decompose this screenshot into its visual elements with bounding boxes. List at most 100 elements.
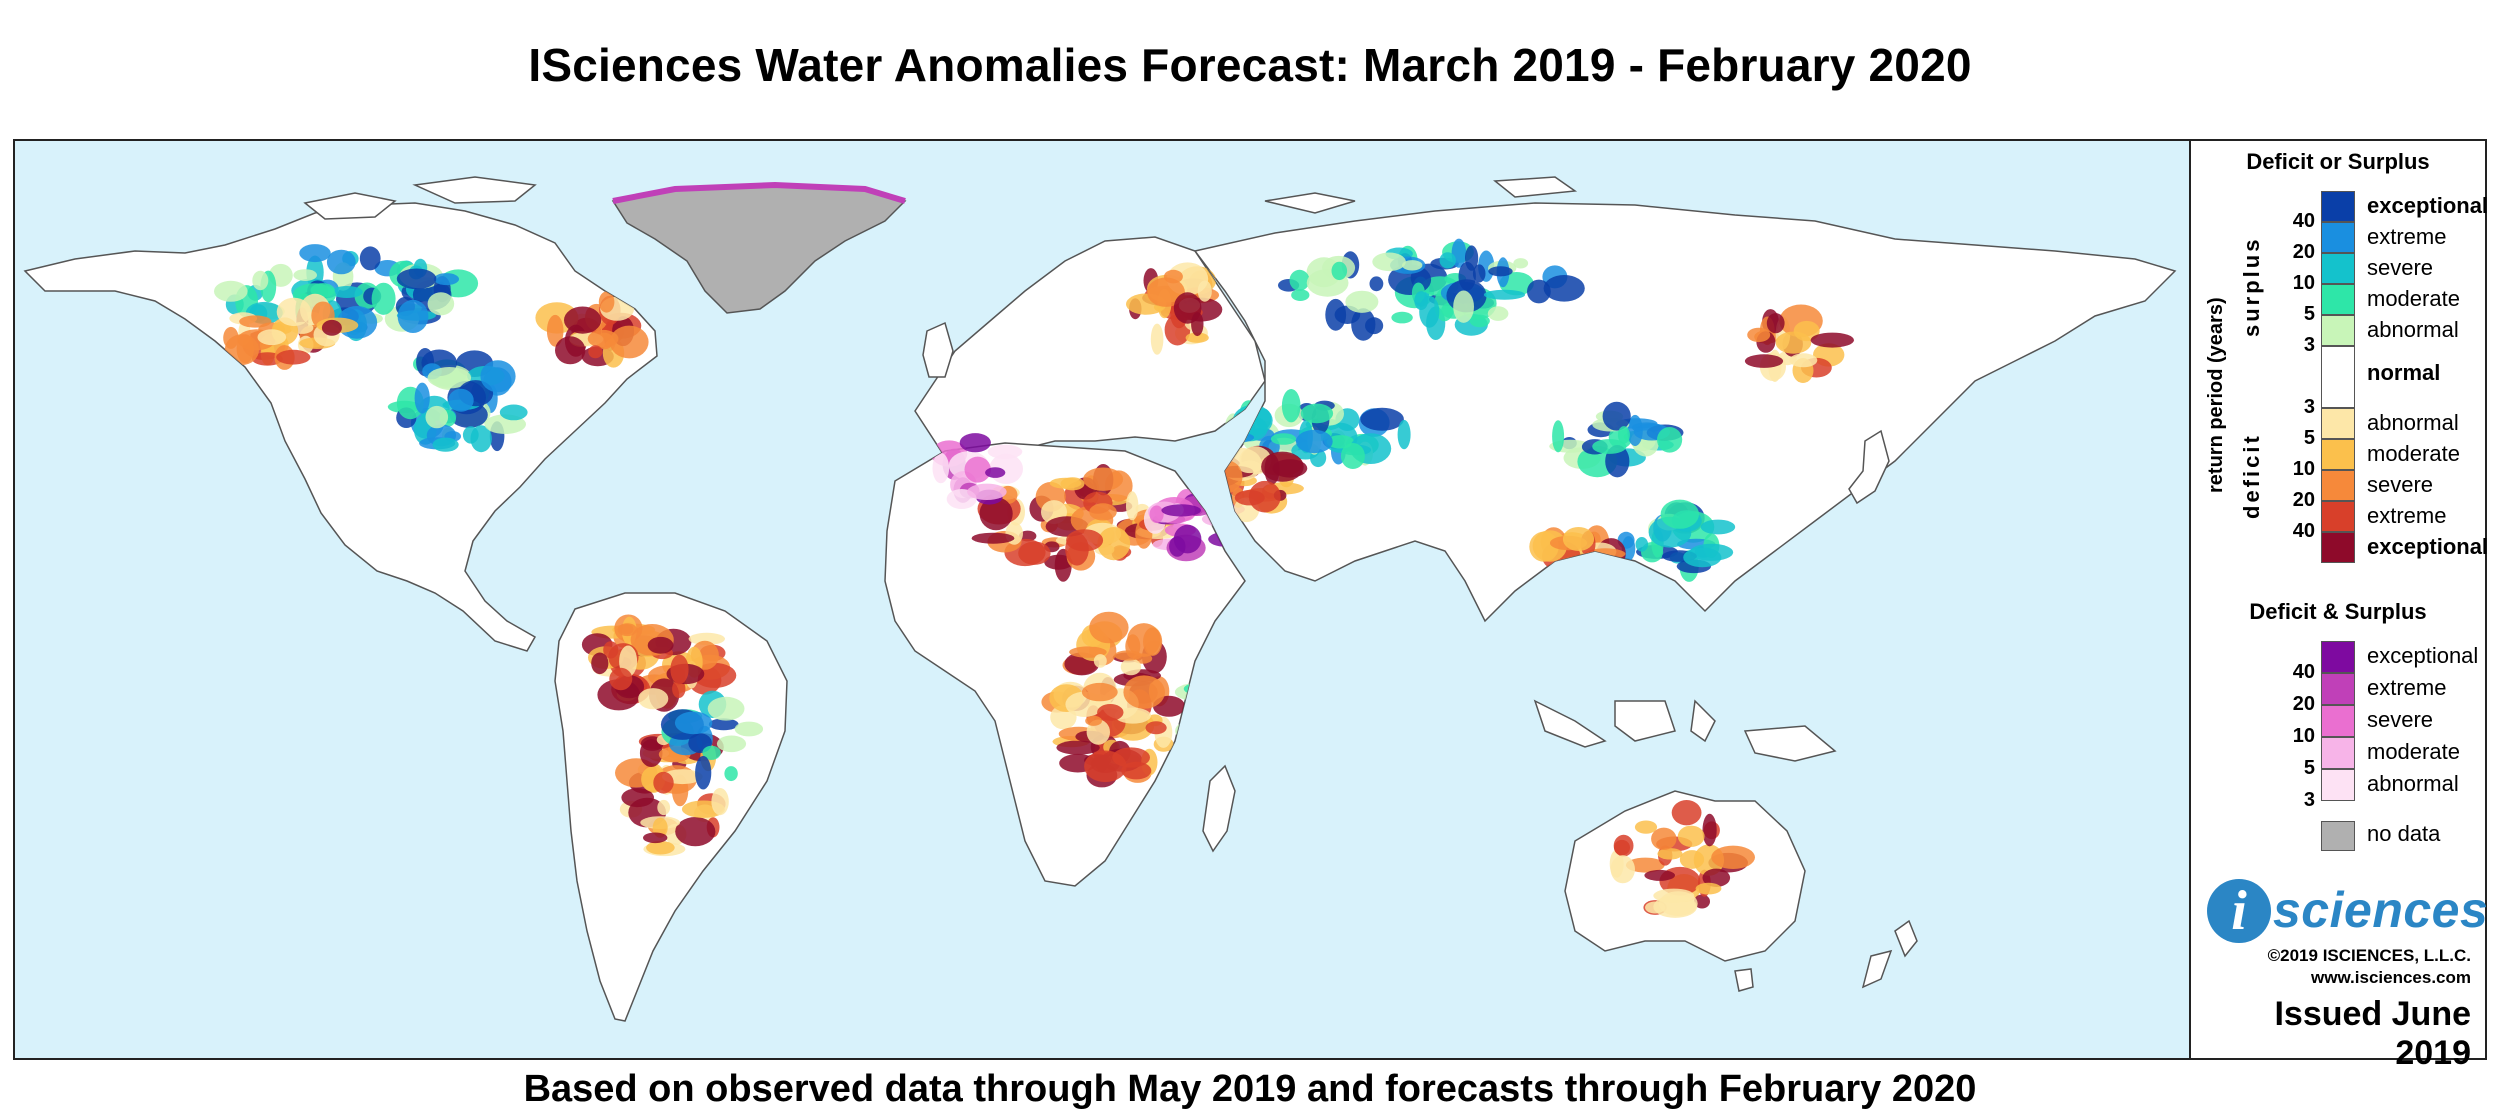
anomaly-patch xyxy=(1169,536,1186,557)
anomaly-patch xyxy=(433,273,459,286)
legend-swatch-deficit-extreme xyxy=(2321,501,2355,532)
legend-label-normal: normal xyxy=(2367,360,2441,385)
anomaly-patch xyxy=(1469,314,1490,328)
legend-label-both-extreme: extreme xyxy=(2367,675,2447,700)
legend-swatch-surplus-exceptional xyxy=(2321,191,2355,222)
world-map-svg xyxy=(15,141,2189,1058)
legend-title-deficit-or-surplus: Deficit or Surplus xyxy=(2246,149,2430,174)
anomaly-patch xyxy=(480,360,516,393)
anomaly-patch xyxy=(621,788,654,808)
legend-tick-deficit-20: 20 xyxy=(2292,489,2315,511)
anomaly-patch xyxy=(1744,354,1784,368)
anomaly-patch xyxy=(1083,467,1124,491)
anomaly-patch xyxy=(619,624,634,635)
legend-tick-both-10: 10 xyxy=(2292,725,2315,747)
legend-swatch-deficit-abnormal xyxy=(2321,408,2355,439)
legend-label-deficit-severe: severe xyxy=(2367,472,2434,497)
new-zealand xyxy=(1861,919,1918,989)
map-subtitle: Based on observed data through May 2019 … xyxy=(523,1068,1977,1110)
anomaly-patch xyxy=(979,497,1013,531)
legend-tick-surplus-10: 10 xyxy=(2292,272,2315,294)
anomaly-patch xyxy=(555,336,586,365)
anomaly-patch xyxy=(330,286,363,298)
legend-label-deficit-exceptional: exceptional xyxy=(2367,534,2489,559)
anomaly-patch xyxy=(1049,477,1082,489)
anomaly-patch xyxy=(588,345,603,359)
legend-swatch-deficit-severe xyxy=(2321,470,2355,501)
anomaly-patch xyxy=(1123,675,1165,709)
anomaly-patch xyxy=(932,452,950,484)
legend-swatch-surplus-moderate xyxy=(2321,284,2355,315)
anomaly-patch xyxy=(1372,252,1406,272)
anomaly-patch xyxy=(1391,311,1413,324)
legend-swatch-no-data xyxy=(2321,821,2355,851)
legend-swatch-both-extreme xyxy=(2321,673,2355,705)
legend-label-both-moderate: moderate xyxy=(2367,739,2460,764)
anomaly-patch xyxy=(716,735,747,753)
anomaly-patch xyxy=(448,388,474,412)
anomaly-patch xyxy=(276,349,311,365)
anomaly-patch xyxy=(425,405,449,429)
anomaly-patch xyxy=(1145,721,1167,735)
anomaly-patch xyxy=(1238,460,1262,474)
issued-date: Issued June 2019 xyxy=(2274,995,2471,1072)
legend-axis-label: return period (years) xyxy=(2205,297,2227,493)
anomaly-patch xyxy=(643,832,668,844)
logo-i: i xyxy=(2207,879,2271,943)
anomaly-patch xyxy=(1270,433,1297,445)
anomaly-patch xyxy=(724,766,738,782)
legend-tick-both-40: 40 xyxy=(2292,661,2315,683)
anomaly-patch xyxy=(1702,868,1731,887)
anomaly-patch xyxy=(1093,654,1107,668)
anomaly-patch xyxy=(1044,554,1073,570)
anomaly-patch xyxy=(371,282,396,315)
madagascar xyxy=(1202,764,1236,853)
anomaly-patch xyxy=(1173,292,1202,324)
world-map[interactable] xyxy=(15,141,2191,1058)
anomaly-patch xyxy=(1261,451,1304,482)
copyright-block: ©2019 ISCIENCES, L.L.C. www.isciences.co… xyxy=(2268,945,2471,989)
anomaly-patch xyxy=(1419,295,1440,328)
anomaly-patch xyxy=(1657,427,1683,453)
anomaly-patch xyxy=(470,425,492,453)
legend-swatch-both-moderate xyxy=(2321,737,2355,769)
legend-deficit-label: deficit xyxy=(2239,433,2264,519)
anomaly-patch xyxy=(1747,327,1771,343)
anomaly-patch xyxy=(214,280,248,302)
anomaly-patch xyxy=(257,329,287,346)
isciences-logo: i sciences xyxy=(2207,879,2488,949)
anomaly-patch xyxy=(1694,894,1710,909)
legend-tick-surplus-20: 20 xyxy=(2292,241,2315,263)
anomaly-patch xyxy=(276,297,312,327)
british-isles xyxy=(922,321,954,378)
anomaly-patch xyxy=(1602,401,1631,431)
anomaly-patch xyxy=(1610,855,1636,884)
legend-tick-surplus-3: 3 xyxy=(2303,334,2315,356)
anomaly-patch xyxy=(1711,845,1755,869)
anomaly-patch xyxy=(1340,443,1365,469)
anomaly-patch xyxy=(1472,264,1486,283)
legend-surplus-label: surplus xyxy=(2239,236,2264,337)
legend-label-deficit-moderate: moderate xyxy=(2367,441,2460,466)
anomaly-patch xyxy=(1081,682,1118,702)
legend-swatch-both-exceptional xyxy=(2321,641,2355,673)
anomaly-patch xyxy=(1019,530,1037,542)
anomaly-patch xyxy=(672,679,686,699)
anomaly-patch xyxy=(1097,704,1124,721)
anomaly-patch xyxy=(1653,888,1695,903)
anomaly-patch xyxy=(1018,541,1051,565)
anomaly-patch xyxy=(1369,276,1384,292)
anomaly-patch xyxy=(646,840,675,855)
anomaly-patch xyxy=(591,652,609,675)
anomaly-patch xyxy=(1114,650,1142,661)
greenland-edge-anomaly xyxy=(612,181,906,204)
anomaly-patch xyxy=(326,249,356,275)
anomaly-patch xyxy=(1089,503,1117,521)
legend-tick-surplus-5: 5 xyxy=(2303,303,2315,325)
legend-tick-deficit-5: 5 xyxy=(2303,427,2315,449)
legend-label-no-data: no data xyxy=(2367,821,2441,846)
anomaly-patch xyxy=(1552,420,1565,453)
anomaly-patch xyxy=(1197,280,1212,302)
legend-tick-deficit-40: 40 xyxy=(2292,520,2315,542)
anomaly-patch xyxy=(971,532,1015,544)
